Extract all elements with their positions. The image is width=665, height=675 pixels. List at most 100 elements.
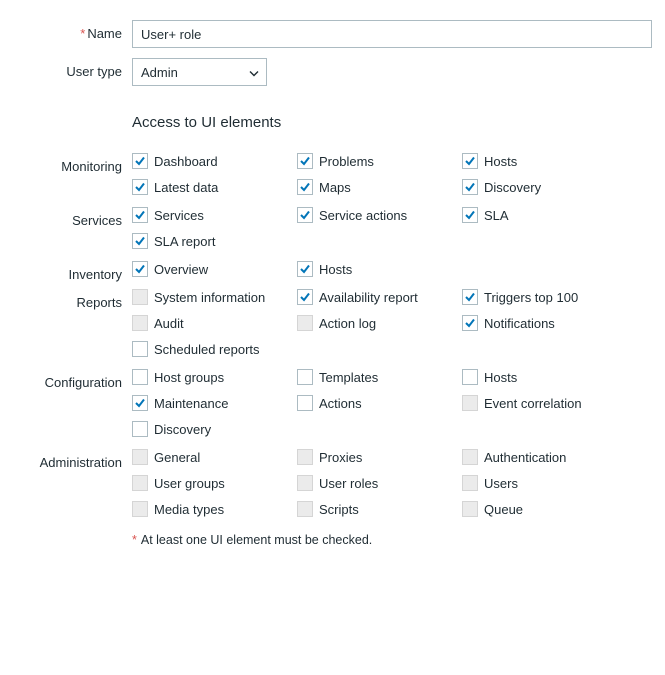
check-item-administration-media-types: Media types bbox=[132, 501, 297, 517]
check-item-administration-users: Users bbox=[462, 475, 627, 491]
checkbox-label: Hosts bbox=[484, 370, 517, 385]
checkbox-reports-availability-report[interactable] bbox=[297, 289, 313, 305]
checkbox-configuration-host-groups[interactable] bbox=[132, 369, 148, 385]
check-item-monitoring-hosts: Hosts bbox=[462, 153, 627, 169]
checkbox-label: Queue bbox=[484, 502, 523, 517]
checkbox-label: Latest data bbox=[154, 180, 218, 195]
group-label-administration: Administration bbox=[16, 449, 132, 470]
check-item-services-sla-report: SLA report bbox=[132, 233, 297, 249]
checkbox-administration-queue bbox=[462, 501, 478, 517]
checkbox-administration-users bbox=[462, 475, 478, 491]
check-item-services-services: Services bbox=[132, 207, 297, 223]
checkbox-label: Triggers top 100 bbox=[484, 290, 578, 305]
group-label-configuration: Configuration bbox=[16, 369, 132, 390]
checkbox-services-sla[interactable] bbox=[462, 207, 478, 223]
check-item-monitoring-dashboard: Dashboard bbox=[132, 153, 297, 169]
checkbox-monitoring-latest-data[interactable] bbox=[132, 179, 148, 195]
user-type-label: User type bbox=[16, 58, 132, 79]
check-item-services-sla: SLA bbox=[462, 207, 627, 223]
check-item-configuration-maintenance: Maintenance bbox=[132, 395, 297, 411]
checkbox-configuration-templates[interactable] bbox=[297, 369, 313, 385]
check-item-reports-audit: Audit bbox=[132, 315, 297, 331]
checkbox-monitoring-problems[interactable] bbox=[297, 153, 313, 169]
checkbox-administration-user-roles bbox=[297, 475, 313, 491]
checkbox-label: Overview bbox=[154, 262, 208, 277]
checkbox-configuration-hosts[interactable] bbox=[462, 369, 478, 385]
checkbox-label: Dashboard bbox=[154, 154, 218, 169]
checkbox-inventory-overview[interactable] bbox=[132, 261, 148, 277]
check-item-reports-scheduled-reports: Scheduled reports bbox=[132, 341, 297, 357]
checkbox-services-sla-report[interactable] bbox=[132, 233, 148, 249]
checkbox-label: Event correlation bbox=[484, 396, 582, 411]
checkbox-monitoring-dashboard[interactable] bbox=[132, 153, 148, 169]
checkbox-label: Maps bbox=[319, 180, 351, 195]
checkbox-administration-proxies bbox=[297, 449, 313, 465]
check-item-reports-action-log: Action log bbox=[297, 315, 462, 331]
checkbox-administration-general bbox=[132, 449, 148, 465]
checkbox-services-service-actions[interactable] bbox=[297, 207, 313, 223]
check-item-administration-scripts: Scripts bbox=[297, 501, 462, 517]
checkbox-label: System information bbox=[154, 290, 265, 305]
checkbox-label: Proxies bbox=[319, 450, 362, 465]
section-title: Access to UI elements bbox=[132, 114, 649, 131]
checkbox-label: Templates bbox=[319, 370, 378, 385]
check-item-reports-notifications: Notifications bbox=[462, 315, 627, 331]
checkbox-services-services[interactable] bbox=[132, 207, 148, 223]
checkbox-reports-action-log bbox=[297, 315, 313, 331]
checkbox-administration-media-types bbox=[132, 501, 148, 517]
check-item-monitoring-maps: Maps bbox=[297, 179, 462, 195]
checkbox-monitoring-maps[interactable] bbox=[297, 179, 313, 195]
checkbox-label: Maintenance bbox=[154, 396, 228, 411]
checkbox-administration-scripts bbox=[297, 501, 313, 517]
checkbox-label: Hosts bbox=[319, 262, 352, 277]
checkbox-configuration-discovery[interactable] bbox=[132, 421, 148, 437]
check-item-configuration-actions: Actions bbox=[297, 395, 462, 411]
group-label-monitoring: Monitoring bbox=[16, 153, 132, 174]
check-item-configuration-hosts: Hosts bbox=[462, 369, 627, 385]
checkbox-reports-system-information bbox=[132, 289, 148, 305]
checkbox-label: Authentication bbox=[484, 450, 566, 465]
checkbox-label: General bbox=[154, 450, 200, 465]
checkbox-configuration-actions[interactable] bbox=[297, 395, 313, 411]
checkbox-label: Services bbox=[154, 208, 204, 223]
checkbox-reports-audit bbox=[132, 315, 148, 331]
check-item-monitoring-problems: Problems bbox=[297, 153, 462, 169]
checkbox-label: Host groups bbox=[154, 370, 224, 385]
group-label-services: Services bbox=[16, 207, 132, 228]
checkbox-monitoring-hosts[interactable] bbox=[462, 153, 478, 169]
checkbox-label: Audit bbox=[154, 316, 184, 331]
group-label-reports: Reports bbox=[16, 289, 132, 310]
hint-text: *At least one UI element must be checked… bbox=[132, 533, 649, 547]
check-item-configuration-event-correlation: Event correlation bbox=[462, 395, 627, 411]
check-item-configuration-templates: Templates bbox=[297, 369, 462, 385]
check-item-configuration-host-groups: Host groups bbox=[132, 369, 297, 385]
check-item-administration-queue: Queue bbox=[462, 501, 627, 517]
check-item-administration-authentication: Authentication bbox=[462, 449, 627, 465]
checkbox-label: Discovery bbox=[154, 422, 211, 437]
name-input[interactable] bbox=[132, 20, 652, 48]
check-item-administration-general: General bbox=[132, 449, 297, 465]
checkbox-label: Users bbox=[484, 476, 518, 491]
checkbox-reports-triggers-top-100[interactable] bbox=[462, 289, 478, 305]
check-item-administration-user-groups: User groups bbox=[132, 475, 297, 491]
checkbox-label: Media types bbox=[154, 502, 224, 517]
checkbox-administration-authentication bbox=[462, 449, 478, 465]
checkbox-label: Actions bbox=[319, 396, 362, 411]
check-item-monitoring-discovery: Discovery bbox=[462, 179, 627, 195]
check-item-configuration-discovery: Discovery bbox=[132, 421, 297, 437]
check-item-services-service-actions: Service actions bbox=[297, 207, 462, 223]
checkbox-monitoring-discovery[interactable] bbox=[462, 179, 478, 195]
checkbox-label: Problems bbox=[319, 154, 374, 169]
checkbox-label: SLA report bbox=[154, 234, 215, 249]
required-mark: * bbox=[132, 533, 137, 547]
checkbox-label: Notifications bbox=[484, 316, 555, 331]
checkbox-label: User groups bbox=[154, 476, 225, 491]
checkbox-label: Discovery bbox=[484, 180, 541, 195]
check-item-administration-user-roles: User roles bbox=[297, 475, 462, 491]
checkbox-reports-notifications[interactable] bbox=[462, 315, 478, 331]
check-item-monitoring-latest-data: Latest data bbox=[132, 179, 297, 195]
checkbox-reports-scheduled-reports[interactable] bbox=[132, 341, 148, 357]
user-type-select[interactable]: Admin bbox=[132, 58, 267, 86]
checkbox-configuration-maintenance[interactable] bbox=[132, 395, 148, 411]
checkbox-inventory-hosts[interactable] bbox=[297, 261, 313, 277]
